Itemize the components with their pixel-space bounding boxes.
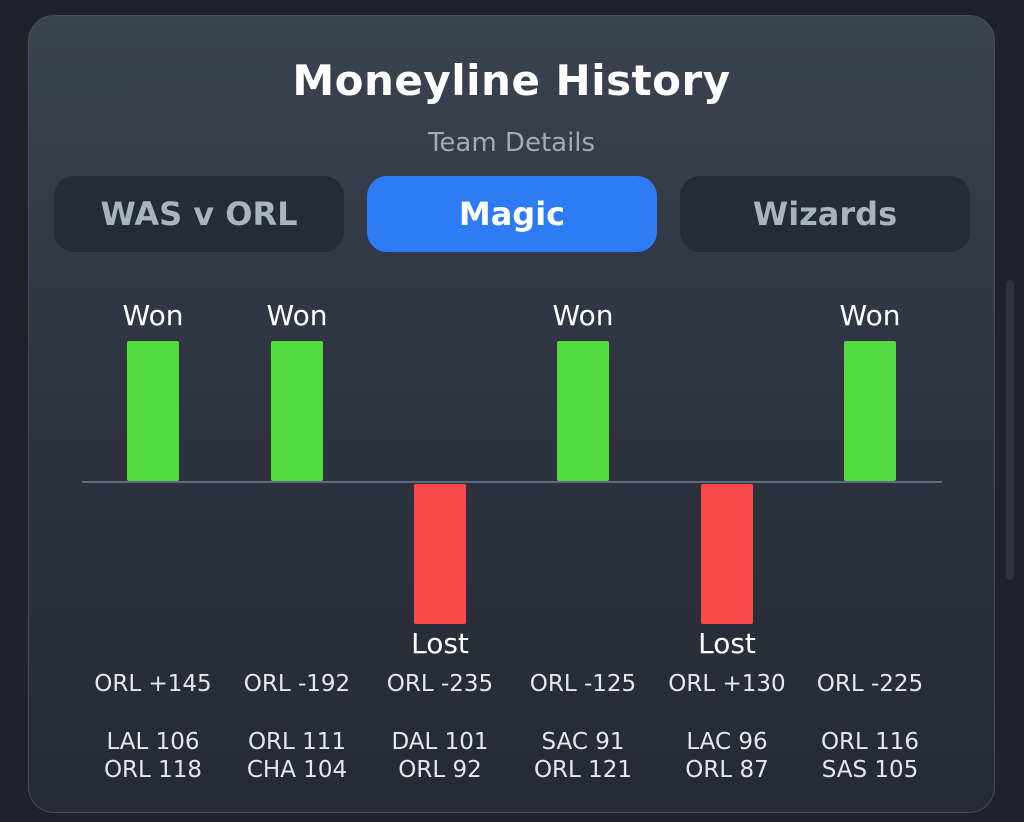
result-label: Won (122, 299, 184, 332)
lost-bar (701, 484, 753, 624)
won-bar (271, 341, 323, 481)
result-label: Won (266, 299, 328, 332)
odds-label: ORL +130 (668, 671, 786, 697)
odds-label: ORL +145 (94, 671, 212, 697)
tab-was-v-orl[interactable]: WAS v ORL (54, 176, 344, 252)
result-label: Won (552, 299, 614, 332)
score-block: SAC 91 ORL 121 (508, 728, 658, 784)
page-subtitle: Team Details (427, 128, 596, 158)
score-block: LAC 96 ORL 87 (652, 728, 802, 784)
result-label: Won (839, 299, 901, 332)
score-line: ORL 92 (398, 757, 482, 783)
odds-label: ORL -125 (529, 671, 637, 697)
score-line: LAL 106 (106, 729, 200, 755)
tab-magic[interactable]: Magic (367, 176, 657, 252)
moneyline-history-card: Moneyline History Team Details (28, 15, 995, 813)
result-label: Lost (411, 627, 469, 660)
score-line: ORL 116 (820, 729, 920, 755)
score-block: DAL 101 ORL 92 (365, 728, 515, 784)
score-line: ORL 87 (685, 757, 769, 783)
score-line: ORL 111 (247, 729, 347, 755)
scrollbar[interactable] (1006, 280, 1014, 580)
score-line: CHA 104 (246, 757, 348, 783)
score-line: ORL 121 (533, 757, 633, 783)
won-bar (557, 341, 609, 481)
score-line: DAL 101 (391, 729, 489, 755)
chart-baseline (82, 481, 942, 483)
won-bar (844, 341, 896, 481)
score-line: SAS 105 (821, 757, 919, 783)
score-line: LAC 96 (686, 729, 768, 755)
result-label: Lost (698, 627, 756, 660)
page-title: Moneyline History (292, 56, 731, 105)
lost-bar (414, 484, 466, 624)
won-bar (127, 341, 179, 481)
tab-wizards[interactable]: Wizards (680, 176, 970, 252)
score-block: LAL 106 ORL 118 (78, 728, 228, 784)
odds-label: ORL -192 (243, 671, 351, 697)
score-line: ORL 118 (103, 757, 203, 783)
score-line: SAC 91 (541, 729, 625, 755)
odds-label: ORL -235 (386, 671, 494, 697)
score-block: ORL 116 SAS 105 (795, 728, 945, 784)
score-block: ORL 111 CHA 104 (222, 728, 372, 784)
odds-label: ORL -225 (816, 671, 924, 697)
